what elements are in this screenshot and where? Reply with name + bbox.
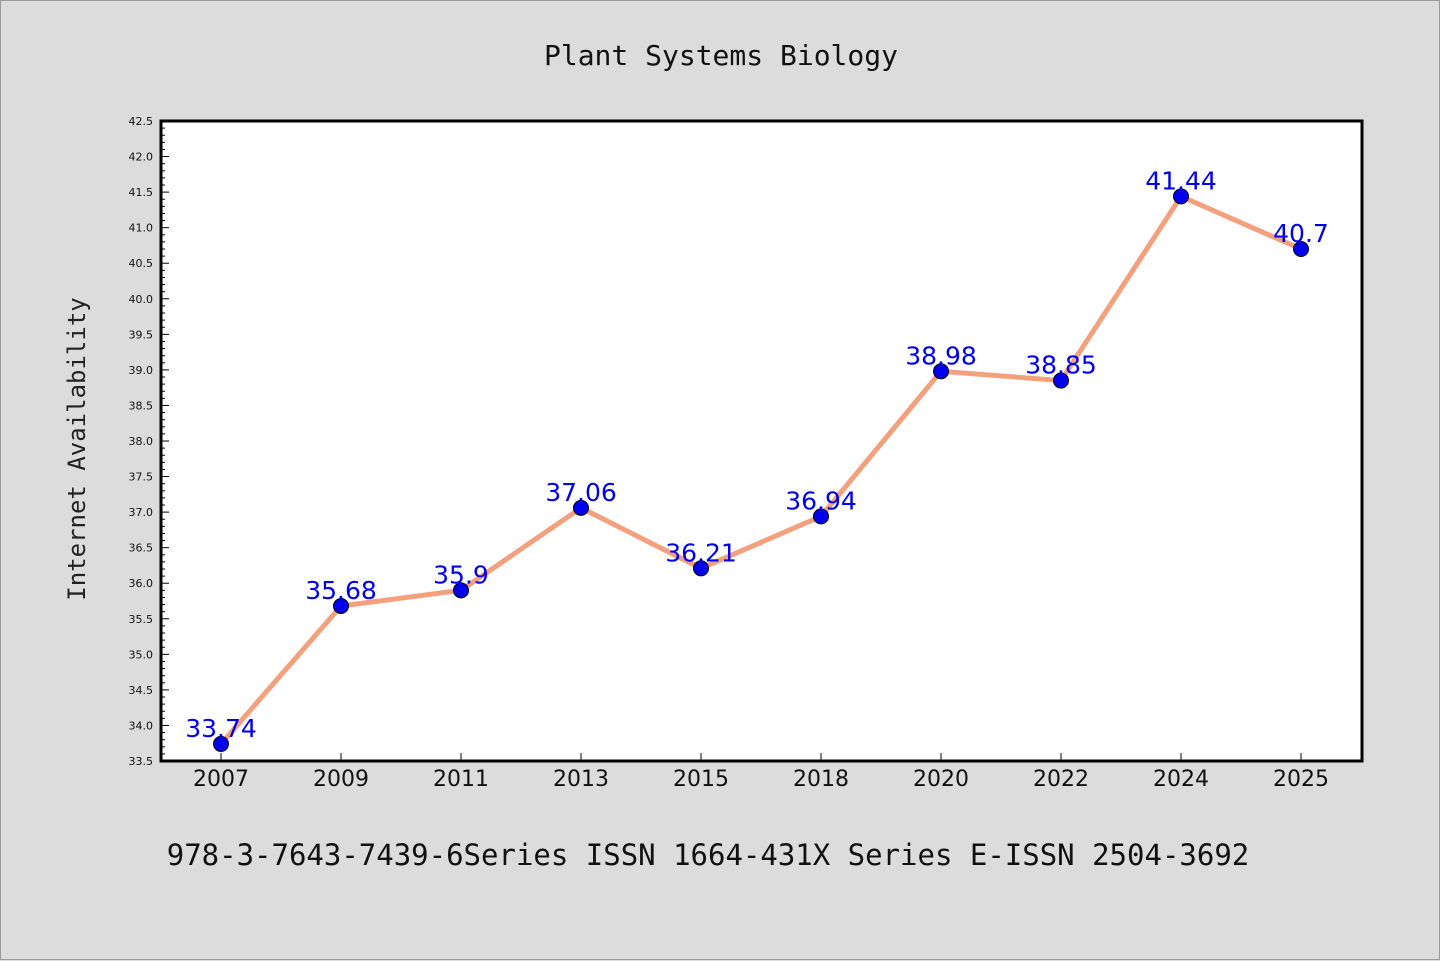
y-tick-label: 41.0 bbox=[129, 222, 154, 235]
data-point-marker bbox=[573, 499, 589, 516]
y-axis-label: Internet Availability bbox=[63, 297, 91, 600]
x-tick-label: 2013 bbox=[553, 767, 609, 792]
plot-area bbox=[161, 121, 1362, 761]
data-point-marker bbox=[1173, 188, 1189, 205]
data-point-marker bbox=[453, 582, 469, 599]
data-label: 37.06 bbox=[545, 478, 617, 507]
y-tick-label: 35.0 bbox=[129, 648, 154, 661]
data-label: 36.21 bbox=[665, 538, 737, 567]
y-tick-label: 34.5 bbox=[129, 684, 154, 697]
data-label: 35.68 bbox=[305, 576, 377, 605]
y-tick-label: 42.0 bbox=[129, 151, 154, 164]
x-tick-label: 2020 bbox=[913, 767, 969, 792]
y-tick-label: 36.5 bbox=[129, 542, 154, 555]
x-tick-label: 2011 bbox=[433, 767, 489, 792]
y-tick-label: 42.5 bbox=[129, 115, 154, 128]
y-tick-label: 39.5 bbox=[129, 328, 154, 341]
data-point-marker bbox=[693, 560, 709, 577]
x-tick-label: 2007 bbox=[193, 767, 249, 792]
footer-isbn-text: 978-3-7643-7439-6Series ISSN 1664-431X S… bbox=[167, 838, 1250, 872]
x-tick-label: 2009 bbox=[313, 767, 369, 792]
y-tick-label: 34.0 bbox=[129, 719, 154, 732]
data-point-marker bbox=[813, 508, 829, 525]
x-axis: 2007 2009 2011 2013 2015 2018 2020 2022 2024 2025 bbox=[193, 753, 1329, 792]
y-tick-label: 38.5 bbox=[129, 399, 154, 412]
data-label: 36.94 bbox=[785, 486, 857, 515]
x-tick-label: 2015 bbox=[673, 767, 729, 792]
y-tick-label: 38.0 bbox=[129, 435, 154, 448]
data-point-marker bbox=[1053, 372, 1069, 389]
y-tick-label: 36.0 bbox=[129, 577, 154, 590]
data-label: 38.98 bbox=[905, 341, 977, 370]
chart-title: Plant Systems Biology bbox=[544, 39, 898, 72]
data-point-marker bbox=[933, 363, 949, 380]
data-point-marker bbox=[333, 597, 349, 614]
y-tick-label: 41.5 bbox=[129, 186, 154, 199]
plot-frame bbox=[159, 119, 1364, 763]
x-tick-label: 2025 bbox=[1273, 767, 1329, 792]
data-label: 40.7 bbox=[1273, 219, 1329, 248]
y-tick-label: 35.5 bbox=[129, 613, 154, 626]
series-line bbox=[218, 193, 1304, 747]
data-point-marker bbox=[1293, 241, 1309, 257]
y-tick-label: 37.0 bbox=[129, 506, 154, 519]
y-tick-label: 37.5 bbox=[129, 471, 154, 484]
y-tick-label: 33.5 bbox=[129, 755, 154, 768]
data-label: 35.9 bbox=[433, 560, 489, 589]
series-layer: 33.74 35.68 35.9 37.06 36.21 36.94 38.98 38.85 4… bbox=[185, 166, 1329, 752]
data-label: 38.85 bbox=[1025, 351, 1097, 380]
y-tick-label: 39.0 bbox=[129, 364, 154, 377]
data-point-marker bbox=[213, 735, 229, 752]
data-label: 33.74 bbox=[185, 714, 257, 743]
x-tick-label: 2024 bbox=[1153, 767, 1209, 792]
y-tick-label: 40.5 bbox=[129, 257, 154, 270]
data-label: 41.44 bbox=[1145, 166, 1217, 195]
y-tick-label: 40.0 bbox=[129, 293, 154, 306]
x-tick-label: 2022 bbox=[1033, 767, 1089, 792]
x-tick-label: 2018 bbox=[793, 767, 849, 792]
